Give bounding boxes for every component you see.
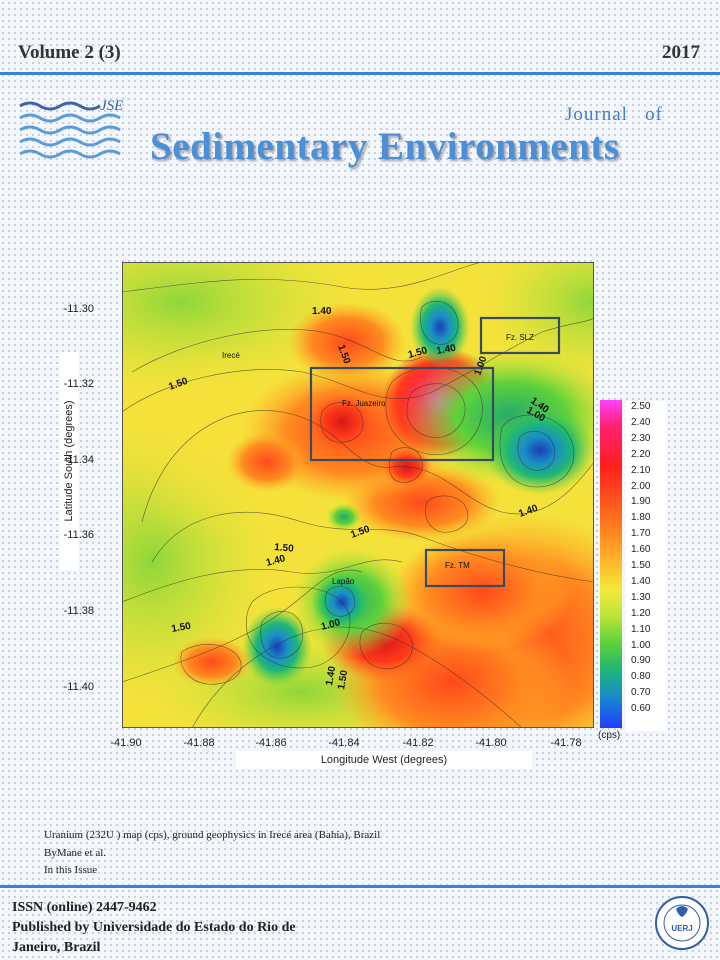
contour-label: 1.40	[436, 343, 458, 357]
colorbar-tick: 1.60	[631, 544, 651, 556]
y-tick: -11.32	[63, 378, 94, 390]
contour-label: 1.40	[312, 306, 332, 317]
colorbar-tick: 1.50	[631, 560, 651, 571]
seal-text: UERJ	[671, 924, 692, 933]
header-rule	[0, 72, 720, 75]
zone-box-juazeiro	[309, 366, 495, 462]
volume-label: Volume 2 (3)	[18, 42, 121, 63]
journal-of-label: Journal of	[565, 104, 664, 125]
y-tick: -11.40	[63, 681, 94, 693]
colorbar-tick: 1.30	[631, 591, 651, 603]
colorbar-tick: 0.60	[631, 703, 651, 715]
colorbar-tick: 2.30	[631, 432, 651, 444]
caption-line-1: Uranium (232U ) map (cps), ground geophy…	[44, 829, 381, 841]
colorbar-tick: 1.10	[631, 623, 651, 635]
uranium-map: Irecé Lapão Fz. SLZ Fz. Juazeiro Fz. TM …	[122, 262, 594, 728]
caption-line-3: In this Issue	[44, 864, 98, 876]
footer-rule	[0, 885, 720, 888]
zone-label-tm: Fz. TM	[445, 561, 470, 570]
publisher-line-2: Janeiro, Brazil	[12, 940, 101, 955]
contour-label: 1.50	[171, 621, 193, 635]
zone-label-slz: Fz. SLZ	[506, 333, 534, 342]
x-axis-label: Longitude West (degrees)	[320, 754, 448, 766]
colorbar-tick: 1.00	[631, 639, 651, 651]
contour-label: 1.50	[407, 345, 429, 361]
colorbar-tick: 1.20	[631, 607, 651, 619]
caption-line-2: ByMane et al.	[44, 847, 107, 859]
x-tick: -41.84	[328, 737, 360, 749]
x-tick: -41.82	[402, 737, 434, 749]
year-label: 2017	[662, 42, 700, 63]
zone-label-juazeiro: Fz. Juazeiro	[342, 399, 386, 408]
colorbar-tick: 2.20	[631, 448, 651, 460]
place-label-lapao: Lapão	[332, 577, 355, 586]
logo-text: JSE	[100, 98, 123, 114]
x-tick: -41.78	[550, 737, 582, 749]
place-label-irece: Irecé	[222, 351, 240, 360]
y-tick: -11.30	[63, 303, 94, 315]
zone-box-slz	[479, 316, 561, 355]
y-tick: -11.34	[63, 454, 94, 466]
colorbar-tick: 1.40	[631, 575, 651, 587]
colorbar-tick: 2.50	[631, 401, 651, 412]
x-tick: -41.88	[183, 737, 215, 749]
issn-label: ISSN (online) 2447-9462	[12, 900, 157, 915]
publisher-line-1: Published by Universidade do Estado do R…	[12, 920, 296, 935]
colorbar-tick: 0.70	[631, 687, 651, 699]
colorbar-tick: 2.40	[631, 416, 651, 428]
colorbar-unit: (cps)	[598, 730, 621, 741]
colorbar	[600, 400, 622, 728]
contour-label: 1.50	[336, 669, 350, 691]
colorbar-tick: 1.90	[631, 496, 651, 508]
y-tick: -11.38	[63, 605, 94, 617]
contour-label: 1.40	[265, 553, 287, 569]
jse-logo: JSE	[19, 98, 123, 159]
colorbar-tick: 2.00	[631, 480, 651, 492]
x-tick: -41.80	[475, 737, 507, 749]
contour-label: 1.00	[320, 617, 342, 633]
y-tick: -11.36	[63, 529, 94, 541]
zone-box-tm	[424, 548, 506, 588]
colorbar-tick: 0.90	[631, 655, 651, 667]
x-tick: -41.86	[255, 737, 287, 749]
colorbar-labels: 2.50 2.40 2.30 2.20 2.10 2.00 1.90 1.80 1.70 1.60…	[626, 401, 666, 731]
x-tick: -41.90	[110, 737, 142, 749]
journal-title: Sedimentary Environments	[150, 125, 620, 168]
contour-label: 1.50	[274, 542, 295, 555]
contour-label: 1.40	[324, 665, 338, 687]
colorbar-tick: 2.10	[631, 464, 651, 476]
colorbar-tick: 1.80	[631, 512, 651, 524]
colorbar-tick: 0.80	[631, 671, 651, 683]
uerj-seal: UERJ	[655, 896, 709, 950]
colorbar-tick: 1.70	[631, 528, 651, 540]
map-svg: Irecé Lapão Fz. SLZ Fz. Juazeiro Fz. TM …	[122, 262, 594, 728]
